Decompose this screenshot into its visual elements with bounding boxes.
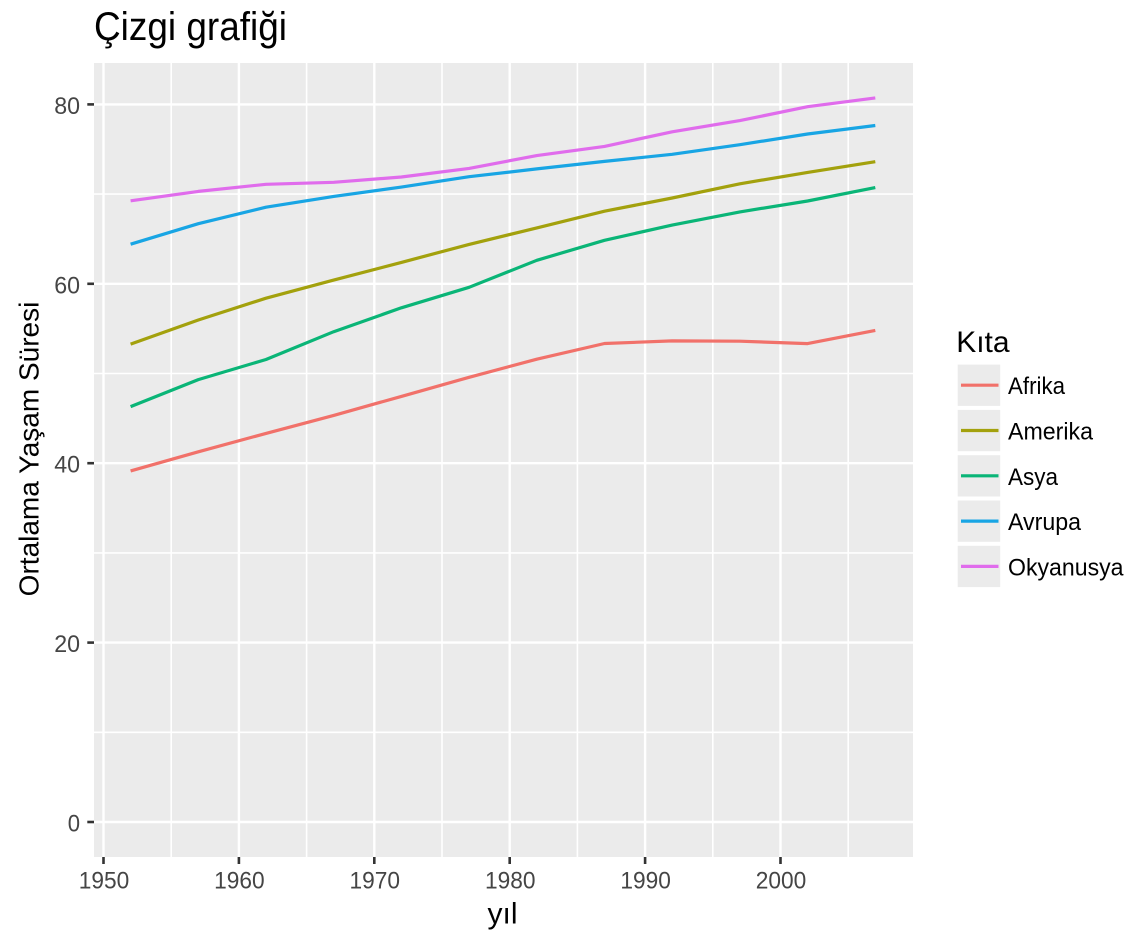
svg-text:20: 20 [54,631,80,658]
svg-text:Avrupa: Avrupa [1008,509,1082,536]
svg-text:Ortalama Yaşam Süresi: Ortalama Yaşam Süresi [14,302,45,597]
svg-text:1950: 1950 [79,867,130,894]
svg-text:60: 60 [54,272,80,299]
svg-text:1970: 1970 [350,867,401,894]
svg-text:Okyanusya: Okyanusya [1008,554,1124,581]
svg-text:40: 40 [54,452,80,479]
svg-text:Asya: Asya [1008,464,1059,491]
svg-text:Afrika: Afrika [1008,373,1066,400]
svg-text:Amerika: Amerika [1008,419,1094,446]
svg-text:1980: 1980 [485,867,536,894]
svg-text:2000: 2000 [756,867,807,894]
svg-text:1960: 1960 [214,867,265,894]
svg-text:0: 0 [68,811,80,838]
svg-text:Kıta: Kıta [956,326,1010,359]
svg-text:1990: 1990 [620,867,671,894]
svg-text:yıl: yıl [488,897,518,930]
svg-text:Çizgi grafiği: Çizgi grafiği [94,5,287,49]
svg-text:80: 80 [54,93,80,120]
